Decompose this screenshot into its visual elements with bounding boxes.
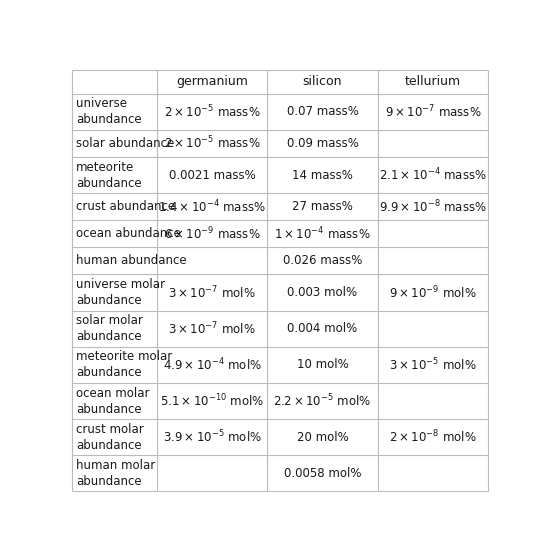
Text: 0.0058 mol%: 0.0058 mol% bbox=[284, 467, 361, 480]
Text: $4.9\times10^{-4}$ mol%: $4.9\times10^{-4}$ mol% bbox=[163, 356, 262, 373]
Text: $1.4\times10^{-4}$ mass%: $1.4\times10^{-4}$ mass% bbox=[158, 198, 266, 215]
Text: $3.9\times10^{-5}$ mol%: $3.9\times10^{-5}$ mol% bbox=[163, 429, 262, 445]
Text: 0.0021 mass%: 0.0021 mass% bbox=[169, 168, 256, 181]
Text: $9\times10^{-9}$ mol%: $9\times10^{-9}$ mol% bbox=[389, 284, 477, 301]
Text: 14 mass%: 14 mass% bbox=[292, 168, 353, 181]
Text: 0.003 mol%: 0.003 mol% bbox=[287, 286, 358, 299]
Text: solar molar
abundance: solar molar abundance bbox=[76, 314, 143, 343]
Text: universe
abundance: universe abundance bbox=[76, 97, 141, 126]
Text: $3\times10^{-7}$ mol%: $3\times10^{-7}$ mol% bbox=[168, 320, 256, 337]
Text: 27 mass%: 27 mass% bbox=[292, 200, 353, 213]
Text: $3\times10^{-7}$ mol%: $3\times10^{-7}$ mol% bbox=[168, 284, 256, 301]
Text: crust abundance: crust abundance bbox=[76, 200, 175, 213]
Text: $2\times10^{-8}$ mol%: $2\times10^{-8}$ mol% bbox=[389, 429, 477, 445]
Text: ocean abundance: ocean abundance bbox=[76, 227, 181, 240]
Text: $2\times10^{-5}$ mass%: $2\times10^{-5}$ mass% bbox=[164, 103, 260, 120]
Text: silicon: silicon bbox=[302, 76, 342, 88]
Text: 0.07 mass%: 0.07 mass% bbox=[287, 105, 358, 118]
Text: germanium: germanium bbox=[176, 76, 248, 88]
Text: 10 mol%: 10 mol% bbox=[296, 359, 348, 371]
Text: 20 mol%: 20 mol% bbox=[296, 431, 348, 444]
Text: meteorite
abundance: meteorite abundance bbox=[76, 161, 141, 190]
Text: $9\times10^{-7}$ mass%: $9\times10^{-7}$ mass% bbox=[384, 103, 481, 120]
Text: human molar
abundance: human molar abundance bbox=[76, 459, 155, 488]
Text: 0.026 mass%: 0.026 mass% bbox=[283, 255, 362, 267]
Text: $6\times10^{-9}$ mass%: $6\times10^{-9}$ mass% bbox=[164, 226, 260, 242]
Text: meteorite molar
abundance: meteorite molar abundance bbox=[76, 350, 172, 379]
Text: universe molar
abundance: universe molar abundance bbox=[76, 278, 165, 307]
Text: crust molar
abundance: crust molar abundance bbox=[76, 423, 144, 451]
Text: $3\times10^{-5}$ mol%: $3\times10^{-5}$ mol% bbox=[389, 356, 477, 373]
Text: tellurium: tellurium bbox=[405, 76, 461, 88]
Text: solar abundance: solar abundance bbox=[76, 137, 174, 150]
Text: ocean molar
abundance: ocean molar abundance bbox=[76, 386, 150, 415]
Text: $2.1\times10^{-4}$ mass%: $2.1\times10^{-4}$ mass% bbox=[379, 167, 486, 183]
Text: $2\times10^{-5}$ mass%: $2\times10^{-5}$ mass% bbox=[164, 135, 260, 152]
Text: $2.2\times10^{-5}$ mol%: $2.2\times10^{-5}$ mol% bbox=[274, 393, 372, 409]
Text: $1\times10^{-4}$ mass%: $1\times10^{-4}$ mass% bbox=[274, 226, 371, 242]
Text: human abundance: human abundance bbox=[76, 255, 187, 267]
Text: $9.9\times10^{-8}$ mass%: $9.9\times10^{-8}$ mass% bbox=[379, 198, 486, 215]
Text: 0.09 mass%: 0.09 mass% bbox=[287, 137, 358, 150]
Text: $5.1\times10^{-10}$ mol%: $5.1\times10^{-10}$ mol% bbox=[160, 393, 264, 409]
Text: 0.004 mol%: 0.004 mol% bbox=[287, 322, 358, 335]
